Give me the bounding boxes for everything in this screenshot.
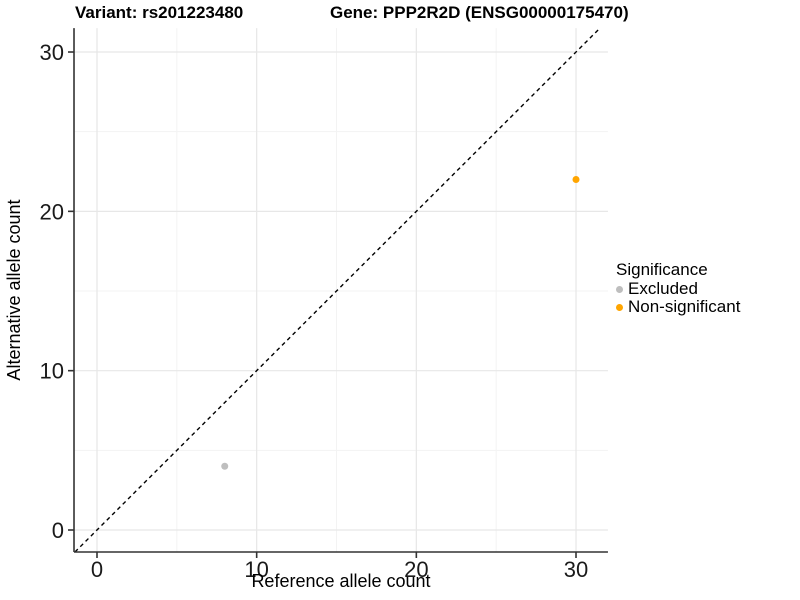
x-tick-label: 20 [404, 557, 428, 582]
non-significant-swatch-icon [616, 303, 623, 311]
x-tick-label: 30 [564, 557, 588, 582]
identity-dashed-line [74, 27, 601, 553]
variant-title: Variant: rs201223480 [75, 3, 244, 22]
excluded-swatch-icon [616, 285, 623, 293]
legend: Significance Excluded Non-significant [613, 259, 740, 316]
legend-item-excluded: Excluded [613, 280, 740, 298]
y-tick-label: 10 [40, 359, 64, 384]
data-point-excluded [221, 462, 229, 470]
legend-title: Significance [616, 260, 708, 279]
data-point-non-significant [572, 175, 580, 183]
legend-item-label: Non-significant [628, 297, 741, 316]
y-tick-label: 20 [40, 199, 64, 224]
x-tick-label: 10 [244, 557, 268, 582]
x-tick-label: 0 [91, 557, 103, 582]
y-axis-title: Alternative allele count [4, 199, 24, 381]
legend-item-non-significant: Non-significant [613, 298, 740, 316]
x-axis-title: Reference allele count [251, 571, 431, 591]
legend-item-label: Excluded [628, 279, 698, 298]
y-tick-label: 0 [52, 518, 64, 543]
gene-title: Gene: PPP2R2D (ENSG00000175470) [330, 3, 629, 22]
y-tick-label: 30 [40, 40, 64, 65]
